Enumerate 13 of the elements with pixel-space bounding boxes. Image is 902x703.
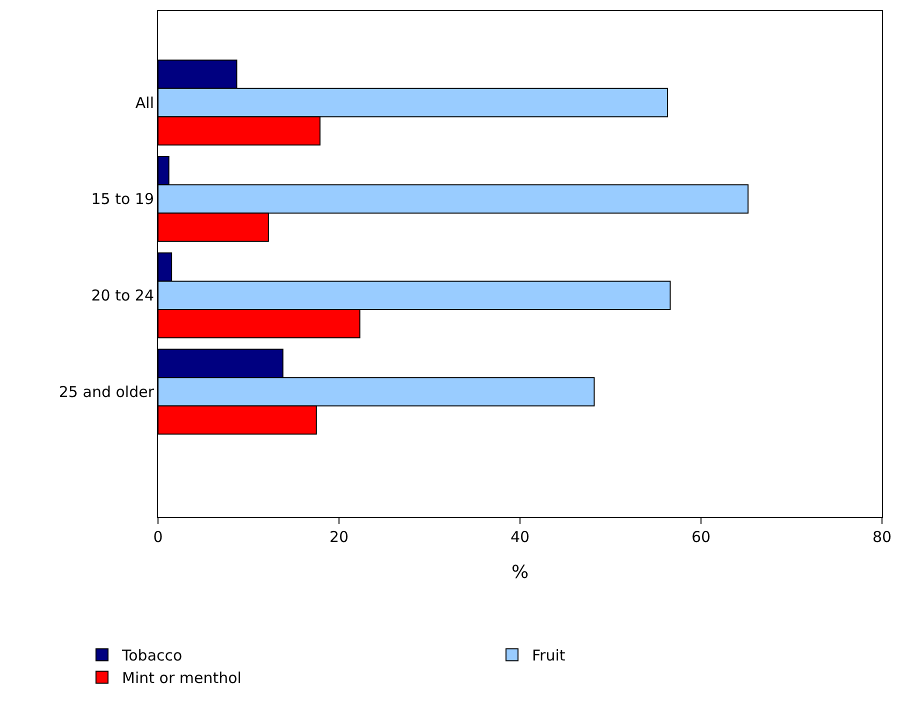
x-tick-label: 20 (329, 528, 349, 546)
legend-label: Mint or menthol (122, 669, 242, 688)
legend-label: Fruit (532, 646, 566, 665)
y-tick-label: 15 to 19 (91, 190, 154, 208)
x-tick-label: 40 (510, 528, 530, 546)
y-tick-label: All (135, 94, 154, 112)
legend-label: Tobacco (121, 646, 182, 665)
y-tick-label: 20 to 24 (91, 286, 154, 305)
x-tick-label: 0 (153, 528, 163, 546)
x-tick-label: 80 (872, 528, 892, 546)
y-tick-label: 25 and older (58, 382, 155, 401)
x-axis-title: % (511, 562, 529, 584)
x-tick-label: 60 (691, 528, 711, 546)
